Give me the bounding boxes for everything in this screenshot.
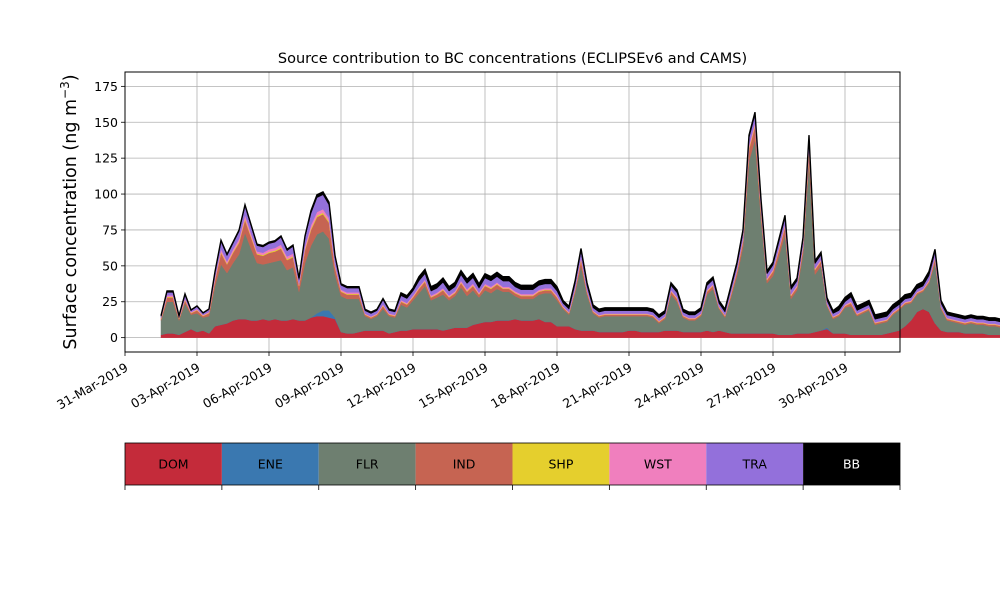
legend-swatch-wst (609, 443, 707, 485)
y-axis-label-main: Surface concentration (ng m (61, 99, 81, 350)
x-tick-label: 24-Apr-2019 (632, 360, 706, 412)
y-tick-label: 175 (94, 79, 118, 94)
y-axis-label-exponent: −3 (58, 81, 72, 99)
legend-label-dom: DOM (158, 457, 188, 472)
legend-label-ene: ENE (258, 457, 283, 472)
x-tick-label: 09-Apr-2019 (272, 360, 346, 412)
plot-frame (124, 71, 901, 353)
y-tick-label: 100 (94, 187, 118, 202)
y-tick-label: 25 (102, 294, 118, 309)
area-series (160, 112, 1000, 338)
x-tick-label: 15-Apr-2019 (416, 360, 490, 412)
legend-label-flr: FLR (356, 457, 379, 472)
y-tick-label: 50 (102, 258, 118, 273)
y-tick-label: 150 (94, 115, 118, 130)
y-tick-label: 75 (102, 222, 118, 237)
x-tick-label: 06-Apr-2019 (200, 360, 274, 412)
legend-swatch-tra (706, 443, 804, 485)
legend-swatch-dom (125, 443, 222, 485)
y-axis-label-close: ) (61, 74, 81, 81)
y-tick-label: 0 (110, 330, 118, 345)
x-tick-label: 03-Apr-2019 (128, 360, 202, 412)
x-tick-label: 27-Apr-2019 (704, 360, 778, 412)
x-tick-label: 18-Apr-2019 (488, 360, 562, 412)
legend-label-ind: IND (453, 457, 476, 472)
area-flr (160, 139, 1000, 336)
x-tick-label: 21-Apr-2019 (560, 360, 634, 412)
x-axis: 31-Mar-201903-Apr-201906-Apr-201909-Apr-… (54, 352, 851, 413)
legend-label-wst: WST (644, 457, 672, 472)
legend-colorbar: DOM ENE FLR IND SHP WST TRA BB (124, 442, 901, 490)
legend-label-bb: BB (843, 457, 860, 472)
legend-label-shp: SHP (549, 457, 574, 472)
x-tick-label: 31-Mar-2019 (54, 360, 130, 413)
legend-swatch-ind (415, 443, 513, 485)
legend-swatch-flr (318, 443, 416, 485)
legend-swatch-bb (803, 443, 900, 485)
legend-swatch-shp (512, 443, 610, 485)
total-outline (160, 112, 1000, 320)
y-tick-label: 125 (94, 151, 118, 166)
x-tick-label: 12-Apr-2019 (344, 360, 418, 412)
chart-title: Source contribution to BC concentrations… (278, 51, 747, 67)
y-axis-label: Surface concentration (ng m−3) (58, 74, 81, 349)
y-axis: 0 25 50 75 100 125 150 175 (94, 79, 125, 345)
legend-label-tra: TRA (742, 457, 768, 472)
x-tick-label: 30-Apr-2019 (776, 360, 850, 412)
legend-swatch-ene (221, 443, 319, 485)
